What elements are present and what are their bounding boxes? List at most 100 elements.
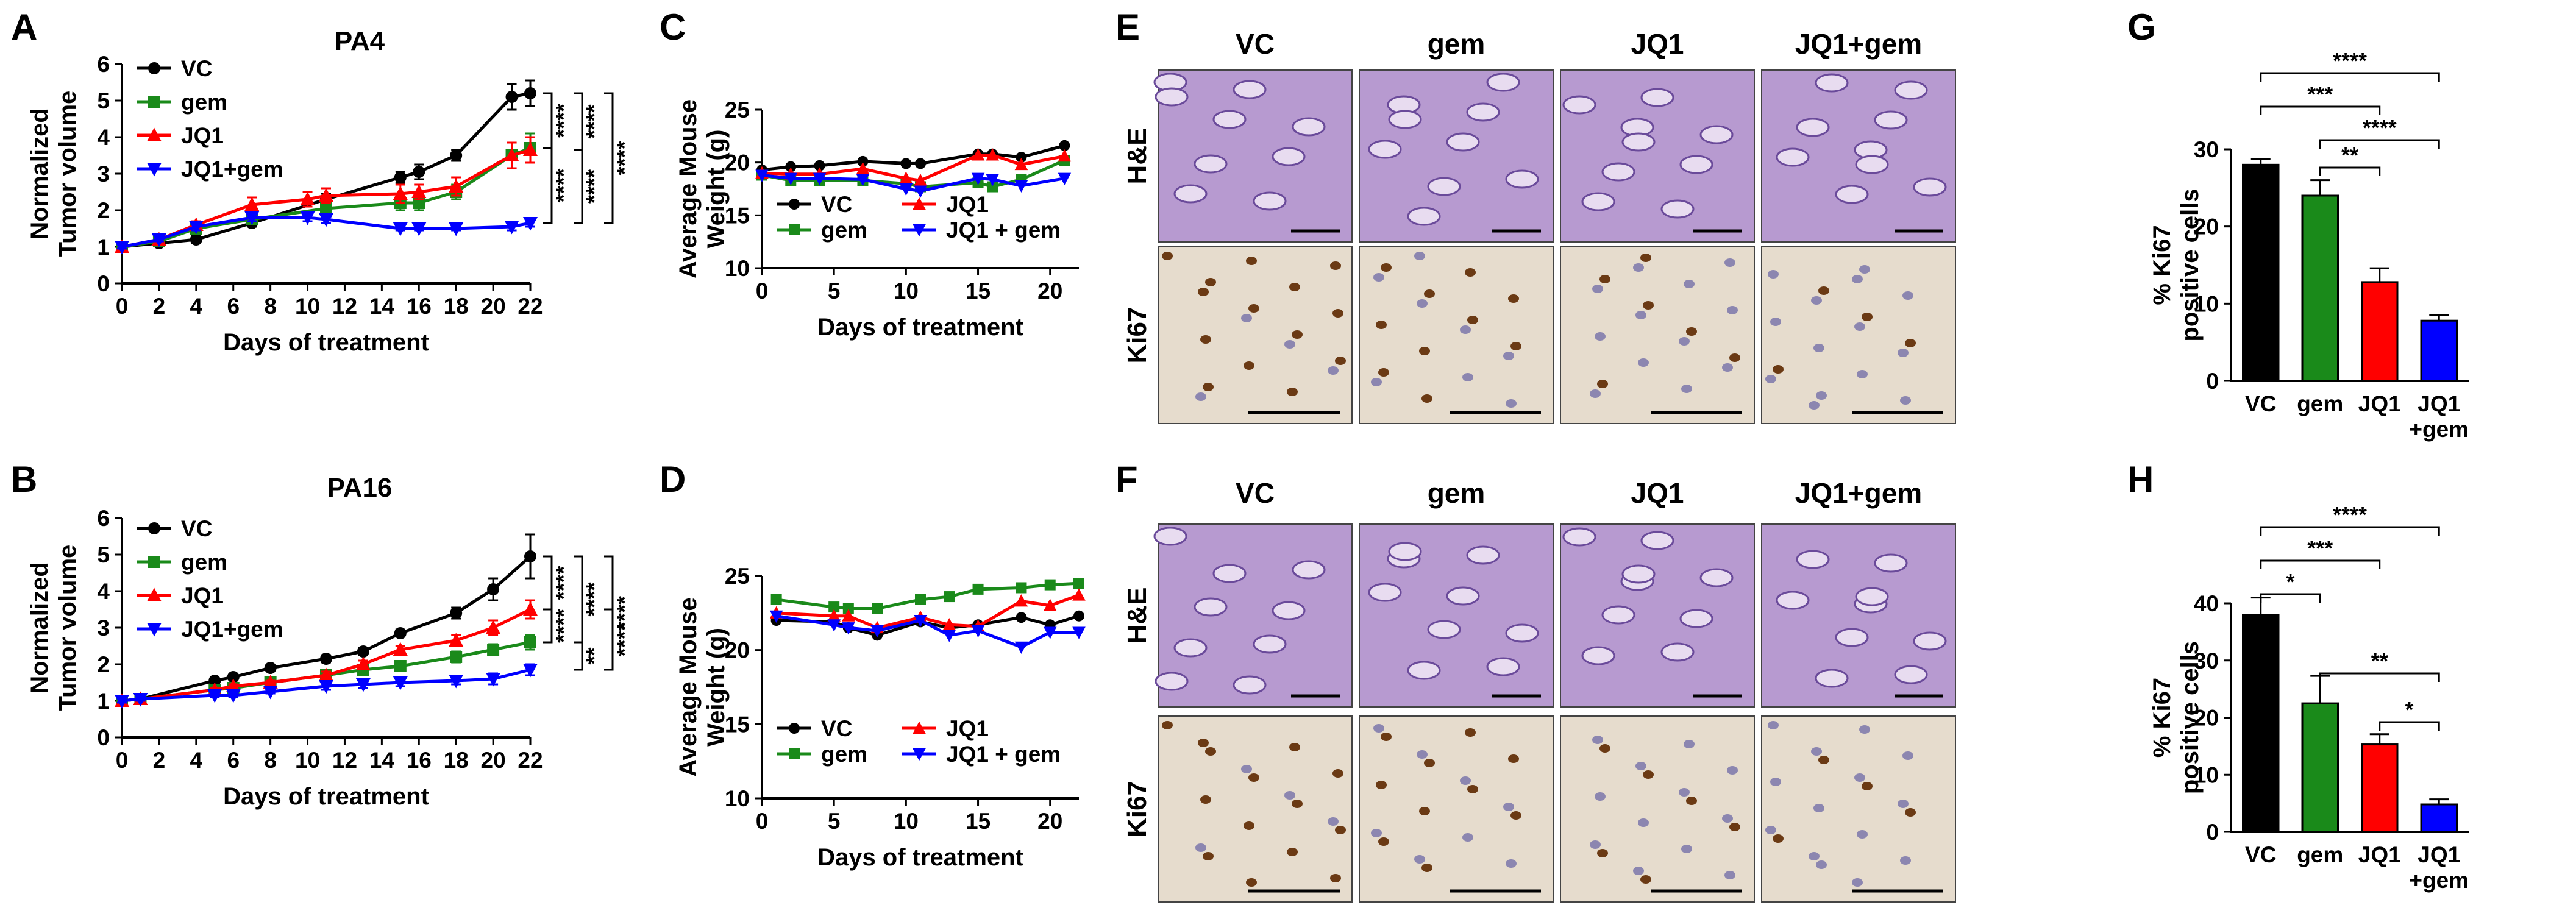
- row-label-h-e: H&E: [1122, 128, 1152, 185]
- y-axis-label-line: positive cells: [2177, 188, 2204, 341]
- legend-label-vc: VC: [181, 516, 212, 541]
- gland-shape: [1194, 597, 1228, 617]
- ki67-image-jq1-gem: [1761, 246, 1956, 424]
- data-point-gem: [842, 603, 854, 614]
- data-point-vc: [487, 583, 500, 595]
- data-point-vc: [450, 149, 463, 161]
- series-line-vc: [121, 91, 531, 249]
- legend-marker-jq1: [913, 197, 926, 210]
- gland-shape: [1292, 117, 1326, 137]
- nucleus: [1765, 375, 1776, 383]
- histology-panel-e: VC gem JQ1 JQ1+gem H&E Ki67: [1122, 28, 1956, 424]
- data-point-jq1: [971, 148, 985, 161]
- data-point-jq1: [1058, 149, 1072, 162]
- nucleus: [1419, 807, 1430, 815]
- x-tick-label: 0: [756, 809, 769, 834]
- sig-bracket: [543, 608, 553, 644]
- nucleus: [1378, 368, 1389, 377]
- he-image-jq1: [1560, 523, 1755, 708]
- nucleus: [1508, 294, 1519, 303]
- gland-shape: [1913, 631, 1947, 651]
- nucleus: [1289, 743, 1300, 751]
- y-axis-label-line: Average Mouse: [675, 99, 702, 279]
- x-tick-label: VC: [2245, 842, 2276, 867]
- legend-label-gem: gem: [821, 218, 867, 243]
- legend-marker-jq1: [147, 127, 162, 141]
- nucleus: [1198, 288, 1209, 296]
- gland-shape: [1855, 587, 1889, 606]
- legend-marker-vc: [148, 62, 160, 74]
- data-point-vc: [357, 645, 369, 658]
- data-point-jq1-gem: [300, 211, 315, 225]
- data-point-vc: [450, 607, 463, 619]
- gland-shape: [1368, 583, 1402, 602]
- gland-shape: [1835, 628, 1869, 647]
- data-point-jq1-gem: [1072, 626, 1086, 639]
- legend-label-jq1-gem: JQ1+gem: [181, 157, 283, 182]
- bar-jq1: [2361, 743, 2399, 833]
- nucleus: [1200, 795, 1211, 804]
- data-point-jq1-gem: [188, 221, 204, 235]
- nucleus: [1686, 797, 1697, 805]
- gland-shape: [1796, 550, 1830, 569]
- nucleus: [1460, 325, 1471, 334]
- panel-letter-g: G: [2127, 7, 2156, 48]
- nucleus: [1510, 811, 1521, 820]
- sig-label: *: [2405, 697, 2413, 722]
- y-tick-label: 15: [725, 203, 750, 228]
- sig-label: ****: [582, 582, 607, 616]
- data-point-jq1-gem: [856, 174, 870, 186]
- sig-label: **: [2371, 648, 2388, 673]
- nucleus: [1811, 747, 1822, 756]
- ki67-image-vc: [1158, 246, 1353, 424]
- nucleus: [1241, 314, 1252, 322]
- nucleus: [1722, 363, 1733, 372]
- data-point-jq1-gem: [1014, 641, 1028, 655]
- y-tick-label: 6: [97, 506, 110, 531]
- gland-shape: [1212, 110, 1247, 129]
- legend-marker-jq1: [913, 721, 926, 734]
- nucleus: [1638, 358, 1649, 367]
- nucleus: [1859, 265, 1870, 274]
- data-point-jq1: [914, 173, 927, 186]
- data-point-jq1: [486, 620, 501, 634]
- nucleus: [1640, 254, 1651, 262]
- legend-label-gem: gem: [181, 550, 227, 575]
- nucleus: [1905, 339, 1916, 347]
- data-point-gem: [524, 636, 536, 648]
- data-point-jq1-gem: [151, 233, 166, 247]
- data-point-gem: [972, 583, 984, 595]
- legend: VC gem JQ1 JQ1+gem: [137, 56, 283, 182]
- data-point-jq1-gem: [899, 183, 913, 196]
- legend-label-jq1: JQ1: [946, 716, 989, 741]
- legend-label-gem: gem: [181, 90, 227, 115]
- nucleus: [1417, 750, 1428, 759]
- nucleus: [1289, 283, 1300, 291]
- nucleus: [1328, 817, 1339, 826]
- gland-shape: [1660, 642, 1695, 662]
- he-image-gem: [1359, 69, 1554, 243]
- gland-shape: [1407, 661, 1441, 680]
- legend-marker-jq1-gem: [147, 163, 162, 177]
- nucleus: [1898, 800, 1909, 808]
- sig-label: ****: [551, 168, 576, 202]
- y-axis-label-line: Average Mouse: [675, 597, 702, 776]
- x-tick-label: 16: [407, 294, 432, 319]
- gland-shape: [1874, 110, 1908, 130]
- data-point-jq1-gem: [1058, 172, 1072, 185]
- nucleus: [1200, 335, 1211, 344]
- data-point-jq1-gem: [986, 174, 999, 186]
- series-jq1-gem: [769, 610, 1086, 655]
- gland-shape: [1173, 184, 1208, 204]
- series-jq1-gem: [115, 211, 538, 255]
- nucleus: [1246, 257, 1257, 265]
- chart-title: PA4: [335, 26, 385, 56]
- gland-shape: [1212, 564, 1247, 583]
- nucleus: [1421, 864, 1432, 872]
- series-line-jq1-gem: [761, 173, 1065, 193]
- legend-marker-jq1-gem: [913, 224, 926, 237]
- sig-bracket: [574, 641, 583, 671]
- legend-label-vc: VC: [181, 56, 212, 81]
- y-tick-label: 10: [725, 256, 750, 281]
